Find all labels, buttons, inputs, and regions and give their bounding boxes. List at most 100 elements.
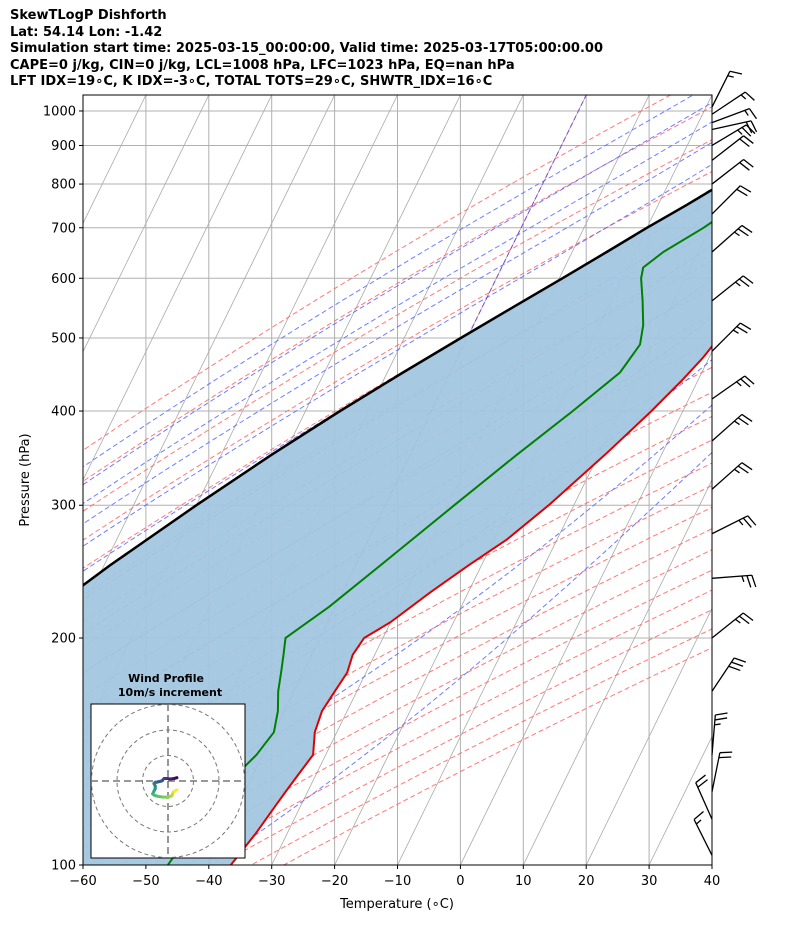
moist-adiabat-line <box>83 121 712 505</box>
wind-barb-flag <box>742 275 754 284</box>
wind-barb-flag <box>741 224 753 233</box>
wind-barb-half <box>734 420 740 426</box>
hodograph-subtitle: 10m/s increment <box>118 686 222 699</box>
wind-barb-half <box>737 129 743 135</box>
wind-barb-half <box>735 281 741 287</box>
wind-barb-flag <box>715 712 728 716</box>
x-tick-label: 0 <box>456 874 464 889</box>
wind-barb-half <box>740 94 747 100</box>
wind-barb-staff <box>711 752 721 793</box>
x-axis-label: Temperature (∘C) <box>339 897 454 912</box>
wind-barb-flag <box>740 378 751 388</box>
wind-barb-flag <box>739 162 750 171</box>
wind-barb-half <box>744 109 749 116</box>
wind-barb-staff <box>711 124 747 147</box>
wind-barb <box>711 70 743 108</box>
wind-barb-staff <box>711 224 743 253</box>
wind-barb-staff <box>711 107 750 124</box>
wind-barb-half <box>736 381 742 387</box>
x-tick-label: 40 <box>704 874 721 889</box>
wind-barb-staff <box>711 185 741 215</box>
temperature-profile-line <box>230 344 712 865</box>
y-tick-label: 100 <box>51 859 76 874</box>
isotherm-line <box>83 95 398 738</box>
wind-barb-half <box>738 519 744 526</box>
axes-layer: Temperature (∘C) Pressure (hPa) −60 −50 −4… <box>18 104 720 912</box>
wind-barb-flag <box>729 70 743 75</box>
y-tick-label: 900 <box>51 139 76 154</box>
wind-barb <box>711 574 757 588</box>
wind-barb-half <box>732 329 739 334</box>
x-tick-label: −30 <box>258 874 285 889</box>
chart-location: Lat: 54.14 Lon: -1.42 <box>10 24 163 40</box>
wind-barb-flag <box>739 138 750 148</box>
wind-barb-staff <box>711 71 731 108</box>
wind-barb <box>711 158 754 185</box>
hodograph-title: Wind Profile <box>128 672 204 685</box>
moist-adiabat-line <box>83 163 712 547</box>
wind-barb-staff <box>711 158 744 185</box>
wind-barb-flag <box>741 413 753 422</box>
chart-title: SkewTLogP Dishforth <box>10 8 167 23</box>
isotherm-line <box>767 80 794 882</box>
wind-barb-flag <box>728 665 741 672</box>
x-tick-label: −10 <box>384 874 411 889</box>
wind-barb-flag <box>738 615 750 625</box>
y-tick-label: 500 <box>51 331 76 346</box>
chart-index-line: LFT IDX=19∘C, K IDX=-3∘C, TOTAL TOTS=29∘… <box>10 74 493 89</box>
wind-barb-half <box>734 468 740 474</box>
wind-barb-staff <box>711 413 743 442</box>
isotherm-line <box>459 350 712 865</box>
wind-barb-half <box>714 723 721 726</box>
y-axis-label: Pressure (hPa) <box>18 433 33 526</box>
isotherm-line <box>83 95 84 96</box>
wind-barb-staff <box>711 657 735 692</box>
wind-barb-flag <box>746 575 752 588</box>
wind-barb <box>711 612 754 639</box>
wind-barb-flag <box>745 124 756 135</box>
wind-barb <box>711 413 753 442</box>
wind-barb-flag <box>739 322 752 330</box>
chart-title-block: SkewTLogP Dishforth Lat: 54.14 Lon: -1.4… <box>10 8 790 91</box>
wind-barb-flag <box>737 465 749 474</box>
data-layer <box>83 188 712 865</box>
x-tick-label: −40 <box>195 874 222 889</box>
y-tick-label: 800 <box>51 178 76 193</box>
wind-barb-flag <box>751 575 757 588</box>
hodograph-segment <box>172 788 179 793</box>
wind-barb <box>711 135 754 161</box>
isotherm-line <box>648 735 712 865</box>
x-tick-label: −60 <box>69 874 96 889</box>
moist-adiabat-line <box>83 102 712 486</box>
wind-barb-staff <box>711 714 716 755</box>
x-tick-label: −50 <box>132 874 159 889</box>
cin-cape-shading <box>83 189 712 865</box>
y-tick-label: 1000 <box>43 104 76 119</box>
parcel-profile-line <box>83 188 712 587</box>
wind-barb <box>693 811 713 856</box>
wind-barb-staff <box>711 462 743 490</box>
dry-adiabat-line <box>83 95 672 451</box>
x-tick-label: −20 <box>321 874 348 889</box>
wind-barb-flag <box>743 158 754 168</box>
y-tick-label: 400 <box>51 405 76 420</box>
wind-barb <box>711 322 752 352</box>
wind-barb-flag <box>736 326 748 334</box>
wind-barb-flag <box>693 811 704 821</box>
y-tick-label: 600 <box>51 272 76 287</box>
dry-adiabat-line <box>83 106 712 482</box>
wind-barb-flag <box>744 91 755 101</box>
chart-times: Simulation start time: 2025-03-15_00:00:… <box>10 41 603 56</box>
wind-barb-flag <box>737 417 749 426</box>
wind-barb <box>711 515 757 535</box>
chart-cape-line: CAPE=0 j/kg, CIN=0 j/kg, LCL=1008 hPa, L… <box>10 57 515 73</box>
wind-barb-flag <box>695 774 706 784</box>
x-tick-label: 30 <box>641 874 658 889</box>
wind-barb-flag <box>742 612 754 622</box>
wind-barb-half <box>695 819 702 825</box>
isotherm-line <box>83 95 273 481</box>
wind-barb-staff <box>711 515 749 535</box>
wind-barb-staff <box>711 91 746 115</box>
wind-barb <box>711 91 755 115</box>
